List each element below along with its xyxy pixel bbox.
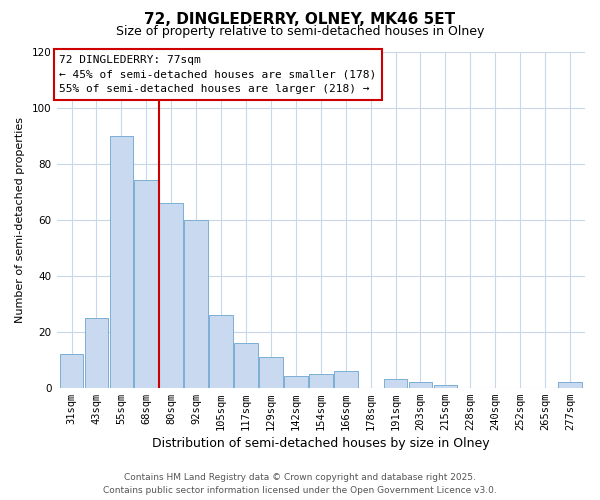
Bar xyxy=(558,382,582,388)
Bar xyxy=(85,318,108,388)
Y-axis label: Number of semi-detached properties: Number of semi-detached properties xyxy=(15,116,25,322)
Bar xyxy=(110,136,133,388)
Bar xyxy=(259,357,283,388)
Bar xyxy=(409,382,433,388)
Bar xyxy=(384,380,407,388)
Text: 72 DINGLEDERRY: 77sqm
← 45% of semi-detached houses are smaller (178)
55% of sem: 72 DINGLEDERRY: 77sqm ← 45% of semi-deta… xyxy=(59,55,376,94)
Bar xyxy=(209,315,233,388)
X-axis label: Distribution of semi-detached houses by size in Olney: Distribution of semi-detached houses by … xyxy=(152,437,490,450)
Bar xyxy=(59,354,83,388)
Bar xyxy=(334,371,358,388)
Bar xyxy=(284,376,308,388)
Bar xyxy=(160,203,183,388)
Bar xyxy=(134,180,158,388)
Bar xyxy=(234,343,258,388)
Bar xyxy=(309,374,332,388)
Text: 72, DINGLEDERRY, OLNEY, MK46 5ET: 72, DINGLEDERRY, OLNEY, MK46 5ET xyxy=(145,12,455,28)
Text: Contains HM Land Registry data © Crown copyright and database right 2025.
Contai: Contains HM Land Registry data © Crown c… xyxy=(103,474,497,495)
Bar xyxy=(434,385,457,388)
Bar xyxy=(184,220,208,388)
Text: Size of property relative to semi-detached houses in Olney: Size of property relative to semi-detach… xyxy=(116,25,484,38)
